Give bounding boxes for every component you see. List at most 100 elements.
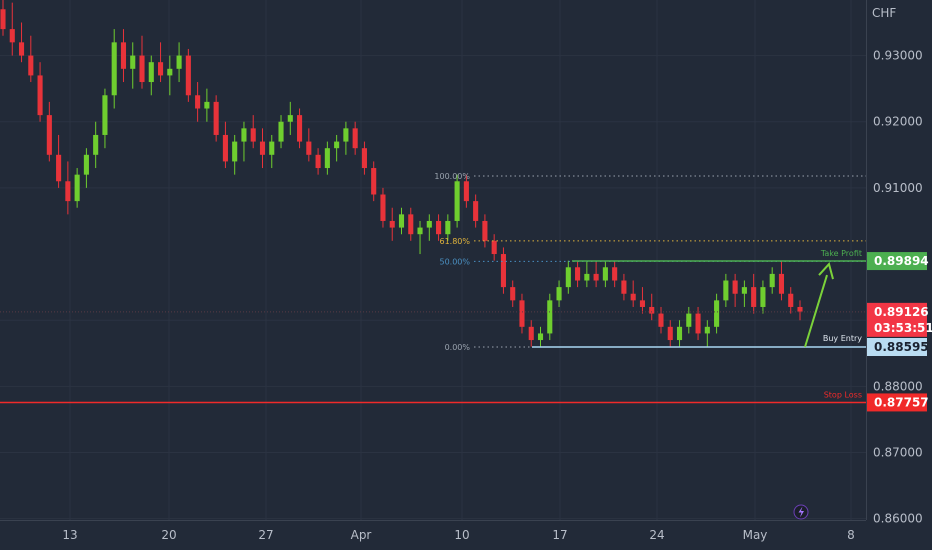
candle-body [83, 154, 89, 175]
candle [788, 287, 794, 314]
candle [417, 220, 423, 255]
candle [491, 234, 497, 261]
candle-body [436, 220, 442, 235]
candle [157, 42, 164, 83]
candle-body [380, 194, 386, 221]
candle-body [639, 300, 646, 307]
candle-body [537, 333, 544, 341]
buy-entry-label: Buy Entry [823, 334, 862, 343]
candle-body [510, 287, 516, 301]
candle [176, 42, 182, 83]
time-axis[interactable]: 13 20 27 Apr 10 17 24 May 8 [62, 528, 854, 542]
candle [278, 115, 284, 149]
candle [65, 161, 71, 215]
candle [686, 306, 692, 334]
candle [565, 260, 571, 294]
arrow-shaft [804, 274, 828, 348]
candle-body [398, 214, 405, 228]
fib-level-label: 0.00% [445, 343, 471, 352]
candle-body [222, 134, 228, 162]
candle [361, 141, 367, 175]
candle-body [547, 300, 553, 334]
candle [213, 95, 219, 142]
candle [612, 260, 618, 288]
candle-body [361, 148, 367, 169]
candle [148, 55, 154, 96]
candle [463, 174, 469, 208]
candle-body [111, 42, 117, 96]
candle [621, 273, 627, 301]
candle-body [74, 174, 80, 202]
candle-body [417, 227, 423, 235]
stop-loss-tag: 0.87757 [867, 393, 929, 412]
candle-body [778, 273, 785, 294]
candle [74, 168, 80, 208]
take-profit-tag-bg [867, 252, 927, 271]
buy-entry-tag: 0.88595 [867, 337, 929, 356]
candle-body [676, 326, 683, 341]
price-tick-label: 0.92000 [873, 115, 923, 129]
candle-body [602, 267, 608, 281]
candles [0, 0, 803, 347]
candle [436, 214, 442, 241]
candle [473, 194, 479, 228]
candle-body [9, 29, 15, 43]
candle [93, 121, 99, 169]
candle-body [751, 287, 757, 307]
candle [426, 214, 432, 241]
grid-lines [0, 0, 866, 520]
take-profit-tag-text: 0.89894 [874, 254, 929, 268]
time-tick-label: May [743, 528, 768, 542]
candle [250, 115, 256, 149]
candle-body [167, 68, 173, 76]
candle-body [213, 101, 219, 135]
candle [37, 62, 43, 122]
candle-body [704, 326, 710, 334]
candle [723, 273, 729, 307]
candle-body [37, 75, 43, 116]
candle [695, 306, 701, 341]
candle [269, 134, 275, 169]
candle-body [93, 134, 99, 155]
candle [676, 320, 683, 347]
candle [649, 293, 655, 321]
candle [751, 273, 757, 314]
candle-body [176, 55, 182, 69]
candle [111, 29, 117, 109]
candle [528, 320, 534, 347]
candle [500, 247, 506, 294]
candle-body [185, 55, 191, 96]
candle-body [491, 240, 497, 255]
buy-entry-tag-bg [867, 337, 927, 356]
candle [602, 260, 608, 288]
candle-body [575, 267, 581, 281]
candle [306, 128, 312, 162]
candle-body [732, 280, 738, 294]
candle-body [649, 306, 655, 314]
candle-body [18, 42, 25, 56]
fib-level-label: 50.00% [439, 257, 470, 266]
fib-level-label: 100.00% [434, 172, 470, 181]
candle [195, 82, 201, 122]
candle-body [56, 154, 62, 182]
candle-body [797, 306, 803, 312]
time-tick-label: 24 [649, 528, 664, 542]
candle [445, 214, 451, 241]
candle-body [232, 141, 238, 162]
arrow-head [818, 262, 834, 280]
candle-body [593, 273, 599, 281]
take-profit-tag: 0.89894 [867, 252, 929, 271]
candle-body [621, 280, 627, 294]
candle-body [278, 121, 284, 142]
candle [371, 161, 377, 202]
fib-level-label: 61.80% [439, 237, 470, 246]
candle [167, 55, 173, 96]
candle-body [324, 148, 330, 169]
candle [556, 280, 562, 307]
time-tick-label: 17 [552, 528, 567, 542]
candle-body [250, 128, 256, 142]
price-tick-label: 0.87000 [873, 446, 923, 460]
flash-icon[interactable] [793, 504, 809, 520]
